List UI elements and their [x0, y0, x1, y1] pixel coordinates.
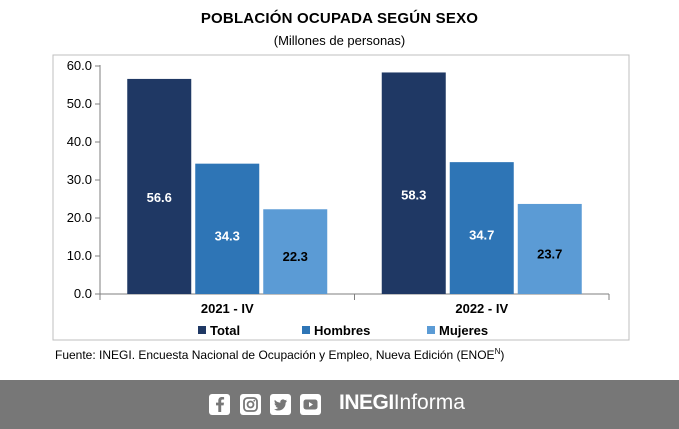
bar-value-label: 56.6 — [147, 190, 172, 205]
source-note: Fuente: INEGI. Encuesta Nacional de Ocup… — [55, 347, 504, 362]
legend: Total Hombres Mujeres — [198, 323, 488, 338]
bar-chart: 0.010.020.030.040.050.060.0 2021 - IV 202… — [52, 54, 630, 341]
legend-label: Total — [210, 323, 240, 338]
x-axis: 2021 - IV 2022 - IV — [99, 293, 610, 316]
y-tick-label: 0.0 — [74, 286, 92, 301]
bar-value-label: 34.7 — [469, 228, 494, 243]
brand-bold: INEGI — [339, 391, 394, 414]
bar-value-label: 58.3 — [401, 187, 426, 202]
bars: 56.6 34.3 22.3 58.3 34.7 23.7 — [127, 72, 582, 295]
y-tick-label: 50.0 — [67, 96, 92, 111]
legend-label: Hombres — [314, 323, 370, 338]
bar-mujeres — [517, 203, 582, 294]
instagram-icon[interactable] — [240, 394, 261, 415]
x-tick-label: 2021 - IV — [201, 301, 254, 316]
bar-total — [381, 72, 446, 295]
bar-value-label: 34.3 — [215, 228, 240, 243]
chart-title: POBLACIÓN OCUPADA SEGÚN SEXO — [200, 10, 479, 27]
chart-subtitle: (Millones de personas) — [273, 33, 406, 48]
legend-swatch-hombres — [302, 326, 310, 334]
legend-swatch-mujeres — [427, 326, 435, 334]
y-axis: 0.0 10.0 20.0 30.0 40.0 50.0 60.0 — [67, 58, 101, 301]
y-tick-label: 40.0 — [67, 134, 92, 149]
y-tick-label: 30.0 — [67, 172, 92, 187]
source-text: Fuente: INEGI. Encuesta Nacional de Ocup… — [55, 348, 495, 362]
brand-rest: Informa — [393, 391, 465, 414]
source-close: ) — [500, 348, 505, 362]
y-tick-label: 10.0 — [67, 248, 92, 263]
y-tick-label: 60.0 — [67, 58, 92, 73]
bar-total — [127, 78, 192, 294]
footer-bar: INEGIInforma — [0, 380, 679, 429]
legend-swatch-total — [198, 326, 206, 334]
bar-hombres — [449, 162, 514, 294]
chart-frame — [52, 54, 630, 341]
legend-label: Mujeres — [439, 323, 488, 338]
inegi-informa-logo: INEGIInforma — [339, 391, 465, 415]
bar-hombres — [195, 163, 260, 294]
x-tick-label: 2022 - IV — [455, 301, 508, 316]
y-tick-label: 20.0 — [67, 210, 92, 225]
bar-value-label: 23.7 — [537, 246, 562, 261]
bar-mujeres — [263, 209, 328, 294]
bar-value-label: 22.3 — [283, 249, 308, 264]
twitter-icon[interactable] — [270, 394, 291, 415]
youtube-icon[interactable] — [300, 394, 321, 415]
facebook-icon[interactable] — [209, 394, 230, 415]
source-superscript: N — [494, 347, 501, 356]
